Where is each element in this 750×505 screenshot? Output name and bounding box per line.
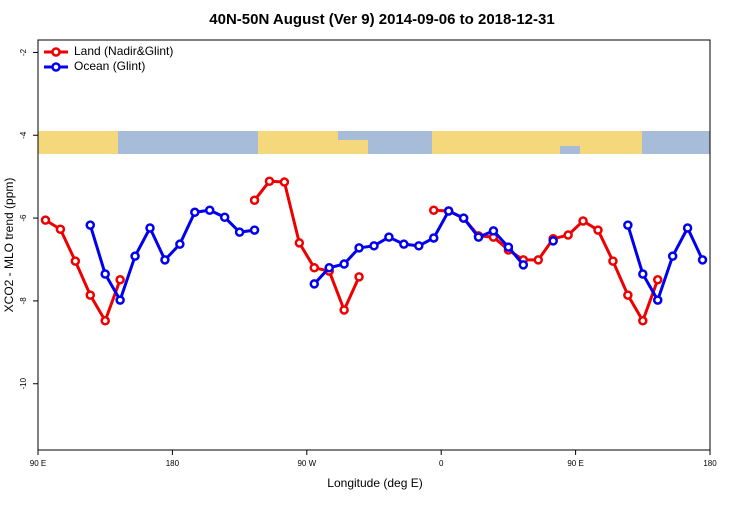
y-tick-label: -4 <box>19 131 28 139</box>
x-tick-label: 90 W <box>297 459 316 468</box>
data-point <box>70 256 81 266</box>
data-point <box>682 223 693 233</box>
series-line <box>626 224 704 304</box>
data-point <box>130 251 140 261</box>
data-point <box>428 233 439 243</box>
legend-marker <box>51 62 61 72</box>
y-tick-label: -8 <box>19 297 28 305</box>
data-point <box>548 236 558 246</box>
data-point <box>279 177 290 187</box>
data-point <box>697 255 708 265</box>
data-point <box>414 241 424 251</box>
data-point <box>488 226 499 236</box>
data-point <box>85 290 96 300</box>
data-point <box>652 295 663 305</box>
data-point <box>204 205 215 215</box>
y-tick-label: -2 <box>19 48 28 56</box>
x-tick-label: 90 E <box>30 459 46 468</box>
data-point <box>100 316 110 326</box>
data-point <box>115 275 125 285</box>
data-point <box>533 255 544 265</box>
data-point <box>264 176 275 186</box>
data-point <box>518 260 529 270</box>
data-point <box>85 220 96 230</box>
legend-label: Ocean (Glint) <box>74 59 145 73</box>
data-point <box>563 230 573 240</box>
data-point <box>638 269 648 279</box>
data-point <box>175 239 185 249</box>
x-tick-label: 0 <box>439 459 444 468</box>
data-point <box>249 195 260 206</box>
data-point <box>324 263 334 273</box>
y-axis-label: XCO2 - MLO trend (ppm) <box>2 178 16 313</box>
data-point <box>309 263 320 273</box>
data-point <box>384 232 394 242</box>
data-point <box>55 224 66 235</box>
data-point <box>638 316 648 326</box>
data-point <box>40 215 51 225</box>
data-point <box>234 227 245 237</box>
data-point <box>667 251 678 261</box>
data-point <box>100 269 110 279</box>
y-tick-label: -6 <box>19 214 28 222</box>
data-point <box>473 232 484 242</box>
data-point <box>354 272 364 282</box>
data-point <box>623 220 633 230</box>
x-tick-label: 90 E <box>567 459 583 468</box>
chart-title: 40N-50N August (Ver 9) 2014-09-06 to 201… <box>209 11 554 28</box>
data-point <box>190 207 200 218</box>
x-tick-label: 180 <box>703 459 717 468</box>
data-point <box>145 223 155 233</box>
legend-label: Land (Nadir&Glint) <box>74 44 173 58</box>
data-point <box>309 279 320 289</box>
y-tick-label: -10 <box>19 377 28 389</box>
x-tick-label: 180 <box>166 459 180 468</box>
series-line <box>44 218 122 325</box>
data-point <box>578 216 588 226</box>
data-point <box>339 259 349 269</box>
data-point <box>652 275 663 285</box>
series-line <box>88 208 255 304</box>
data-point <box>160 255 170 265</box>
data-point <box>458 213 469 223</box>
data-point <box>399 239 409 249</box>
x-axis-label: Longitude (deg E) <box>327 476 422 490</box>
data-point <box>219 212 230 223</box>
data-point <box>369 241 379 251</box>
series-line <box>253 179 361 314</box>
data-point <box>608 256 618 266</box>
plot-frame <box>37 39 711 451</box>
map-strip <box>38 131 710 154</box>
data-point <box>249 225 260 235</box>
data-point <box>339 305 349 315</box>
data-point <box>593 225 603 235</box>
data-point <box>294 238 305 248</box>
data-point <box>115 295 125 305</box>
data-point <box>354 243 364 253</box>
data-point <box>428 205 439 215</box>
data-point <box>623 290 633 300</box>
data-point <box>443 206 454 216</box>
data-point <box>503 242 514 252</box>
legend-marker <box>51 47 61 57</box>
